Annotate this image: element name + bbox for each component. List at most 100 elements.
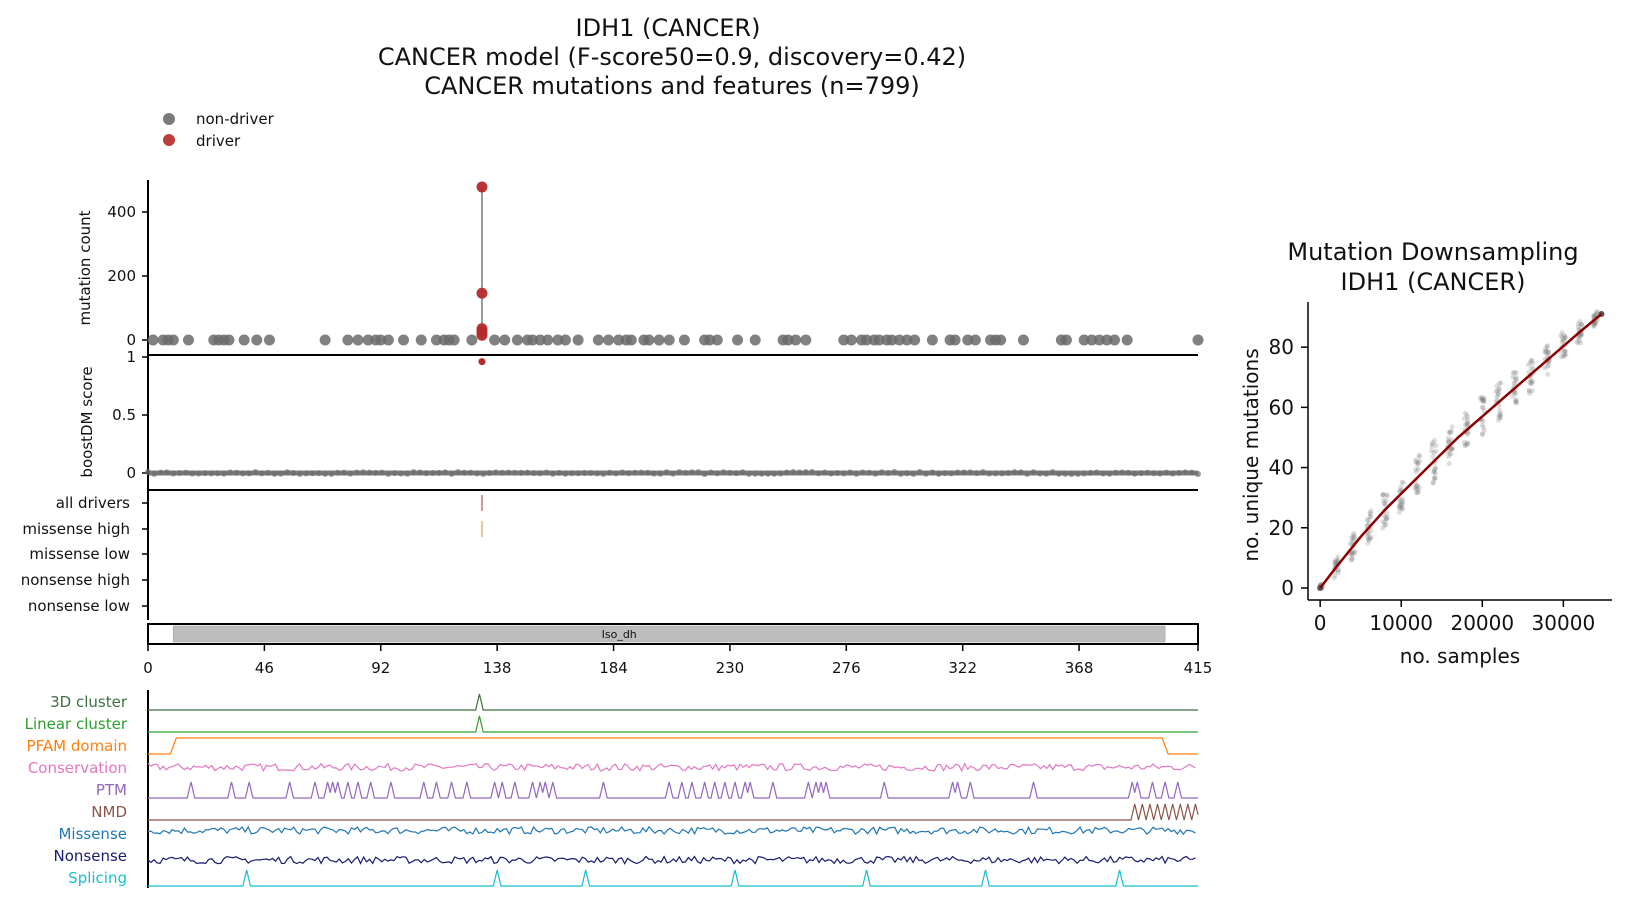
downsampling-sample-point [1448,428,1454,434]
downsampling-sample-point [1562,352,1568,358]
downsampling-sample-point [1448,451,1454,457]
nondriver-score-point [201,470,208,477]
downsampling-sample-point [1591,323,1597,329]
downsampling-sample-point [1527,377,1533,383]
downsampling-sample-point [1399,502,1405,508]
feature-track-label: PFAM domain [27,737,127,755]
nondriver-score-point [1011,469,1018,476]
downsampling-sample-point [1479,394,1485,400]
downsampling-sample-point [1510,393,1516,399]
nondriver-score-point [505,469,512,476]
nondriver-score-point [834,469,841,476]
downsampling-sample-point [1465,421,1471,427]
downsampling-sample-point [1384,516,1390,522]
nondriver-score-point [904,470,911,477]
nondriver-point [613,334,625,346]
downsampling-sample-point [1448,446,1454,452]
downsampling-sample-point [1513,370,1519,376]
nondriver-point [790,334,802,346]
downsampling-sample-point [1416,489,1422,495]
downsampling-sample-point [1349,556,1355,562]
downsampling-sample-point [1559,330,1565,336]
nondriver-score-point [328,470,335,477]
downsampling-sample-point [1336,566,1342,572]
nondriver-score-point [935,470,942,477]
nondriver-point [223,334,235,346]
downsampling-sample-point [1446,439,1452,445]
nondriver-score-point [771,470,778,477]
mutation-count-ylabel: mutation count [76,210,94,325]
downsampling-sample-point [1431,449,1437,455]
downsampling-sample-point [1367,535,1373,541]
nondriver-score-point [916,469,923,476]
downsampling-sample-point [1529,381,1535,387]
downsampling-sample-point [1513,396,1519,402]
downsampling-sample-point [1479,432,1485,438]
driver-score-point [478,358,486,366]
downsampling-sample-point [1447,430,1453,436]
downsampling-sample-point [1511,381,1517,387]
downsampling-sample-point [1400,496,1406,502]
downsampling-sample-point [1413,485,1419,491]
downsampling-sample-point [1431,469,1437,475]
downsampling-sample-point [1529,378,1535,384]
downsampling-sample-point [1433,465,1439,471]
feature-track-line [148,737,1198,755]
downsampling-sample-point [1591,313,1597,319]
downsampling-sample-point [1432,475,1438,481]
nondriver-score-point [575,470,582,477]
downsampling-sample-point [1396,509,1402,515]
downsampling-sample-point [1480,397,1486,403]
downsampling-sample-point [1384,511,1390,517]
downsampling-sample-point [1367,511,1373,517]
nondriver-point [901,334,913,346]
downsampling-ytick-label: 0 [1281,576,1294,600]
nondriver-point [572,334,584,346]
downsampling-sample-point [1447,447,1453,453]
downsampling-sample-point [1413,469,1419,475]
nondriver-score-point [404,470,411,477]
downsampling-sample-point [1576,321,1582,327]
mutation-count-ytick-label: 400 [107,203,136,221]
nondriver-score-point [998,470,1005,477]
nondriver-point [167,334,179,346]
nondriver-score-point [625,470,632,477]
feature-track-line [148,869,1198,887]
nondriver-point [845,334,857,346]
downsampling-sample-point [1496,390,1502,396]
nondriver-score-point [1030,469,1037,476]
nondriver-score-point [739,469,746,476]
nondriver-score-point [1068,470,1075,477]
downsampling-sample-point [1350,534,1356,540]
nondriver-score-point [473,470,480,477]
nondriver-point [362,334,374,346]
nondriver-score-point [682,469,689,476]
nondriver-score-point [480,470,487,477]
downsampling-sample-point [1446,430,1452,436]
nondriver-score-point [600,470,607,477]
downsampling-sample-point [1578,321,1584,327]
nondriver-score-point [568,470,575,477]
downsampling-sample-point [1383,522,1389,528]
nondriver-score-point [176,470,183,477]
downsampling-sample-point [1591,321,1597,327]
nondriver-score-point [442,469,449,476]
downsampling-sample-point [1481,399,1487,405]
downsampling-sample-point [1592,312,1598,318]
downsampling-sample-point [1544,344,1550,350]
domain-xtick-label: 138 [483,659,512,677]
downsampling-fit-line [1319,313,1603,589]
nondriver-point [511,334,523,346]
downsampling-sample-point [1446,439,1452,445]
mutation-count-ytick-label: 200 [107,267,136,285]
downsampling-sample-point [1449,446,1455,452]
nondriver-score-point [467,469,474,476]
nondriver-score-point [1182,469,1189,476]
nondriver-score-point [752,470,759,477]
nondriver-score-point [1131,470,1138,477]
downsampling-sample-point [1413,457,1419,463]
downsampling-sample-point [1461,416,1467,422]
downsampling-sample-point [1480,405,1486,411]
nondriver-score-point [360,469,367,476]
nondriver-point [1121,334,1133,346]
